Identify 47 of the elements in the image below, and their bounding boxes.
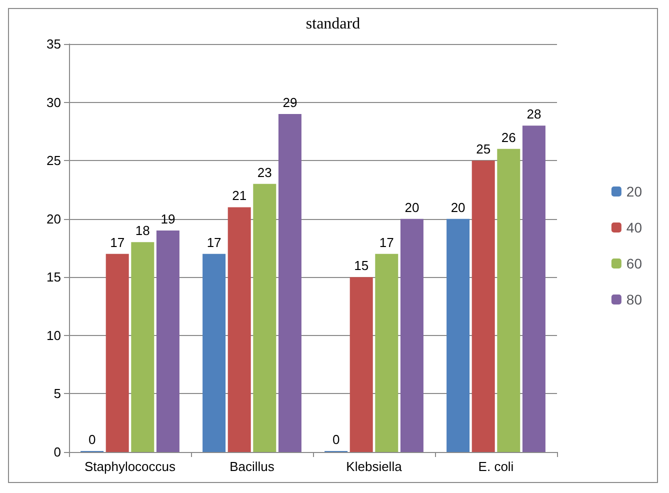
data-label: 19 [160, 212, 176, 227]
data-label: 17 [110, 234, 125, 250]
chart-title: standard [306, 16, 360, 32]
y-tick-label: 30 [46, 94, 61, 110]
data-label: 20 [404, 200, 420, 215]
bar [202, 254, 226, 452]
bar [156, 230, 180, 452]
data-label: 29 [282, 94, 298, 110]
bar [228, 207, 251, 452]
legend-label: 20 [626, 184, 642, 200]
bar [472, 160, 495, 452]
data-label: 0 [88, 432, 96, 447]
bar [446, 218, 470, 452]
data-label: 20 [450, 200, 466, 215]
legend-label: 80 [626, 292, 642, 308]
y-tick-label: 35 [46, 36, 61, 52]
bar [253, 184, 276, 452]
x-tick-label: Klebsiella [346, 459, 403, 474]
y-tick-label: 25 [46, 153, 61, 168]
bar [131, 242, 154, 452]
bar [375, 254, 398, 452]
y-tick-label: 10 [46, 328, 61, 343]
y-tick-label: 15 [46, 270, 61, 285]
legend-label: 40 [626, 220, 642, 236]
y-tick-label: 0 [54, 444, 61, 460]
bar [350, 277, 373, 452]
x-tick-label: Staphylococcus [84, 459, 176, 474]
data-label: 17 [379, 234, 394, 250]
data-label: 18 [135, 223, 150, 238]
data-label: 26 [501, 130, 516, 145]
legend-label: 60 [626, 256, 642, 272]
x-tick-label: Bacillus [230, 459, 275, 474]
data-label: 17 [206, 234, 222, 250]
bar [278, 114, 302, 452]
bar [522, 126, 546, 452]
bar [106, 254, 129, 452]
bar [400, 218, 424, 452]
x-tick-label: E. coli [478, 459, 514, 474]
y-tick-label: 5 [54, 386, 61, 402]
data-label: 0 [332, 432, 340, 447]
data-label: 25 [476, 142, 491, 157]
data-label: 28 [526, 106, 542, 122]
data-label: 15 [354, 258, 369, 274]
data-label: 23 [257, 164, 272, 180]
bar [497, 148, 520, 452]
y-tick-label: 20 [46, 211, 61, 226]
data-label: 21 [232, 188, 247, 204]
